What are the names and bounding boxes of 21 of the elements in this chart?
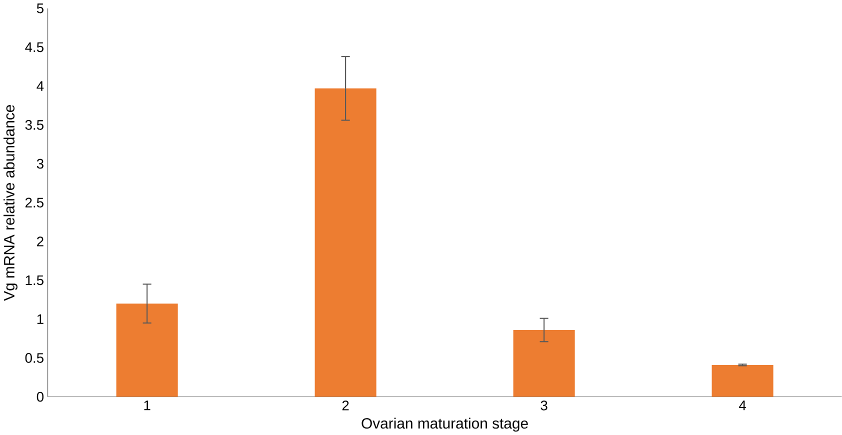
bar xyxy=(116,304,178,397)
y-tick-label: 3.5 xyxy=(25,120,44,130)
x-tick-label: 3 xyxy=(540,400,548,410)
x-tick-label: 2 xyxy=(342,400,349,410)
y-tick-label: 3 xyxy=(36,158,44,169)
y-tick-label: 0.5 xyxy=(25,352,44,363)
y-tick-label: 2 xyxy=(37,236,44,246)
bar xyxy=(513,330,575,397)
y-tick-label: 1.5 xyxy=(26,275,44,286)
y-axis-title: Vg mRNA relative abundance xyxy=(4,104,18,301)
y-tick-label: 1 xyxy=(37,314,44,324)
y-tick-label: 4 xyxy=(36,81,44,91)
y-tick-label: 2.5 xyxy=(25,198,44,208)
y-tick-label: 0 xyxy=(36,392,44,402)
x-axis-title: Ovarian maturation stage xyxy=(362,418,528,432)
bar xyxy=(712,364,774,397)
y-tick-label: 5 xyxy=(36,3,44,14)
y-tick-label: 4.5 xyxy=(25,42,44,52)
bar xyxy=(314,88,376,397)
x-tick-label: 1 xyxy=(144,400,150,410)
x-tick-label: 4 xyxy=(739,400,746,410)
